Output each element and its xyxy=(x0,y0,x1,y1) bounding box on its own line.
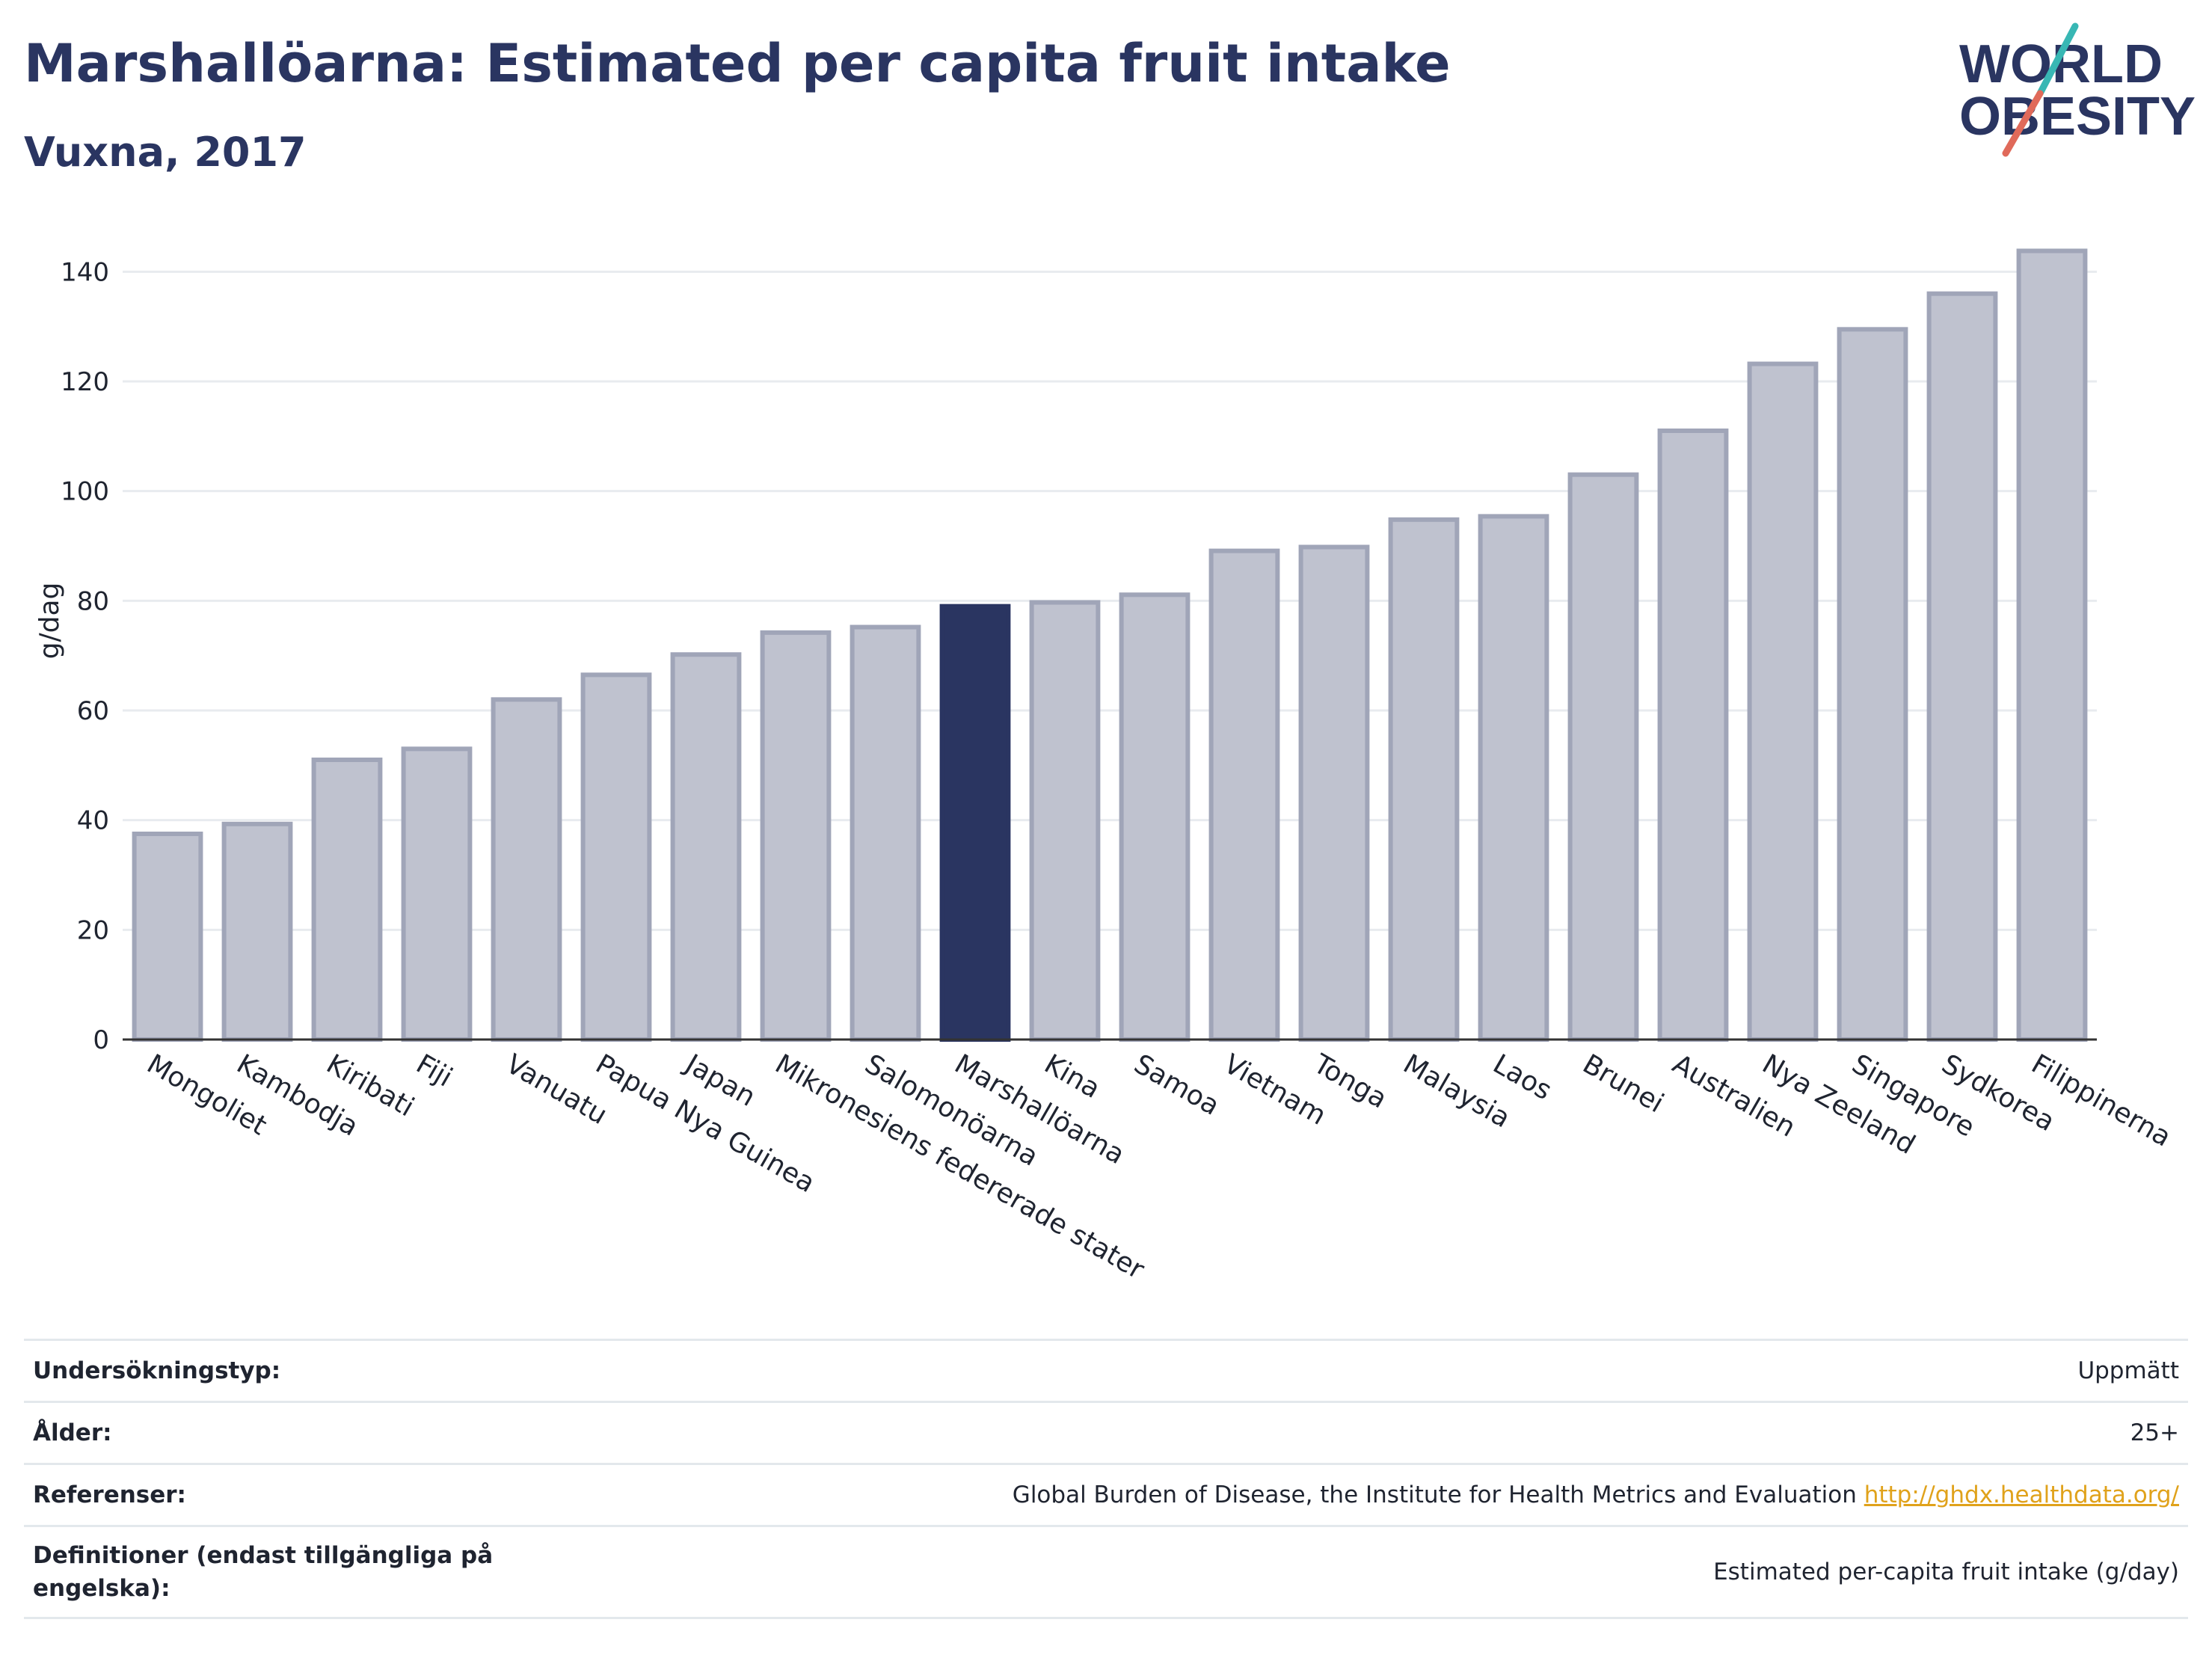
info-label-survey-type: Undersökningstyp: xyxy=(24,1339,520,1402)
x-tick-label: Brunei xyxy=(1578,1048,1669,1119)
bar-filippinerna xyxy=(2016,248,2088,1042)
logo-slash-top xyxy=(2036,22,2079,97)
y-tick-label: 60 xyxy=(77,696,109,726)
bar-samoa xyxy=(1119,592,1191,1042)
info-label-references: Referenser: xyxy=(24,1463,520,1526)
bar-mongoliet xyxy=(132,832,203,1042)
info-value-survey-type: Uppmätt xyxy=(520,1339,2188,1402)
y-tick-label: 120 xyxy=(61,367,109,397)
y-tick-label: 140 xyxy=(61,257,109,287)
world-obesity-logo: WORLD OBESITY xyxy=(1959,22,2196,157)
info-value-references: Global Burden of Disease, the Institute … xyxy=(520,1463,2188,1526)
bar-marshallöarna xyxy=(939,604,1011,1042)
info-row-references: Referenser: Global Burden of Disease, th… xyxy=(24,1463,2188,1526)
reference-text: Global Burden of Disease, the Institute … xyxy=(1012,1481,1857,1508)
bar-salomonöarna xyxy=(850,624,921,1042)
bar-singapore xyxy=(1837,327,1908,1043)
x-tick-label: Samoa xyxy=(1129,1048,1225,1122)
bar-malaysia xyxy=(1388,517,1460,1042)
info-value-definitions: Estimated per-capita fruit intake (g/day… xyxy=(520,1525,2188,1619)
bar-mikronesiens-federerade-stater xyxy=(760,630,832,1042)
y-axis-label: g/dag xyxy=(34,583,65,660)
y-tick-label: 100 xyxy=(61,477,109,507)
y-tick-label: 40 xyxy=(77,806,109,836)
x-tick-label: Kina xyxy=(1039,1048,1105,1105)
bar-vanuatu xyxy=(491,697,562,1042)
x-tick-label: Nya Zeeland xyxy=(1757,1048,1920,1161)
bars xyxy=(132,248,2088,1043)
info-row-age: Ålder: 25+ xyxy=(24,1401,2188,1464)
logo-text-world: WORLD xyxy=(1959,34,2163,94)
x-tick-label: Fiji xyxy=(411,1048,458,1093)
bar-sydkorea xyxy=(1926,291,1998,1042)
y-tick-label: 0 xyxy=(93,1025,109,1055)
y-axis-ticks: 0 20 40 60 80 100 120 140 xyxy=(61,257,109,1055)
bar-papua-nya-guinea xyxy=(580,672,652,1042)
bar-tonga xyxy=(1298,544,1370,1042)
info-label-age: Ålder: xyxy=(24,1401,520,1464)
x-tick-label: Filippinerna xyxy=(2027,1048,2176,1152)
info-row-definitions: Definitioner (endast tillgängliga på eng… xyxy=(24,1525,2188,1619)
info-row-survey-type: Undersökningstyp: Uppmätt xyxy=(24,1339,2188,1402)
chart-subtitle: Vuxna, 2017 xyxy=(24,129,307,176)
bar-vietnam xyxy=(1208,548,1280,1043)
chart-title: Marshallöarna: Estimated per capita frui… xyxy=(24,33,1451,94)
bar-laos xyxy=(1478,514,1549,1042)
x-tick-label: Vanuatu xyxy=(501,1048,612,1131)
bar-kambodja xyxy=(221,821,293,1042)
info-table: Undersökningstyp: Uppmätt Ålder: 25+ Ref… xyxy=(24,1339,2188,1619)
bar-japan xyxy=(670,652,742,1042)
bar-brunei xyxy=(1567,472,1639,1042)
bar-fiji xyxy=(401,746,473,1042)
logo-text-obesity: OBESITY xyxy=(1959,87,2196,147)
bar-nya-zeeland xyxy=(1747,361,1819,1043)
y-tick-label: 80 xyxy=(77,586,109,616)
x-tick-label: Vietnam xyxy=(1219,1048,1331,1132)
logo-slash-bottom xyxy=(2002,90,2044,157)
info-value-age: 25+ xyxy=(520,1401,2188,1464)
y-tick-label: 20 xyxy=(77,915,109,945)
info-label-definitions: Definitioner (endast tillgängliga på eng… xyxy=(24,1525,520,1619)
bar-kiribati xyxy=(311,758,383,1042)
reference-link[interactable]: http://ghdx.healthdata.org/ xyxy=(1864,1481,2179,1508)
bar-kina xyxy=(1029,600,1101,1042)
bar-australien xyxy=(1657,429,1729,1042)
